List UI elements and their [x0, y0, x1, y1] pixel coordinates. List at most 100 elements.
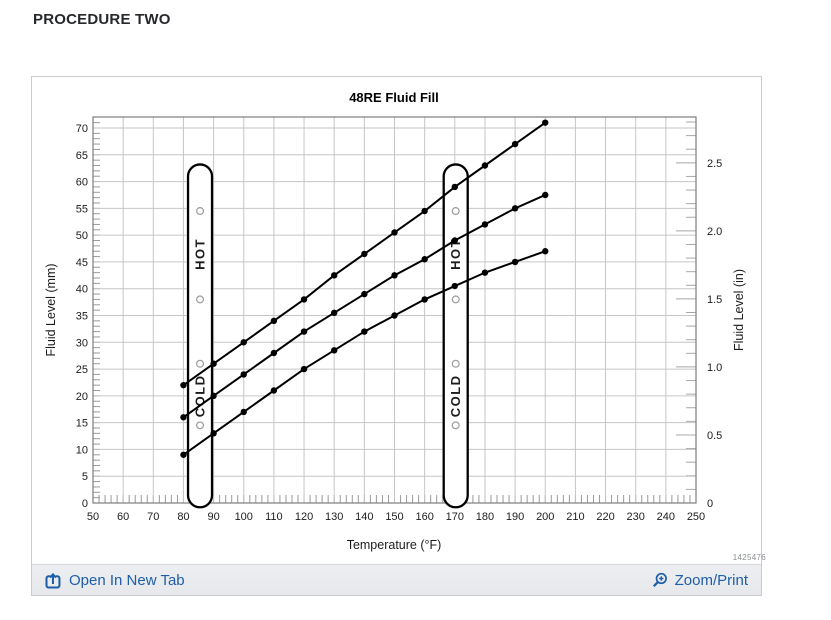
- data-point: [451, 282, 458, 290]
- zoom-in-icon: [652, 572, 667, 587]
- data-point: [391, 312, 398, 319]
- data-point: [481, 162, 489, 169]
- svg-text:60: 60: [76, 177, 88, 189]
- data-point: [511, 140, 519, 148]
- dipstick-hole: [196, 295, 205, 304]
- data-point: [481, 269, 489, 276]
- gridlines: [93, 117, 696, 503]
- dipstick-cold-label: COLD: [193, 374, 208, 417]
- dipstick-right: HOT COLD: [442, 163, 469, 509]
- svg-text:170: 170: [446, 511, 464, 523]
- data-point: [180, 414, 187, 421]
- dipstick-hot-label: HOT: [193, 238, 208, 270]
- svg-text:60: 60: [117, 511, 129, 523]
- svg-text:50: 50: [87, 511, 99, 523]
- figure-number: 1425476: [732, 553, 766, 562]
- data-point: [210, 360, 217, 367]
- svg-text:65: 65: [76, 150, 88, 162]
- svg-text:200: 200: [536, 511, 554, 523]
- data-point: [270, 317, 278, 325]
- plot-frame: [92, 116, 697, 504]
- upper-line: [180, 119, 549, 389]
- minor-ticks: [92, 121, 697, 504]
- data-point: [331, 347, 338, 354]
- data-point: [300, 328, 308, 335]
- svg-text:1.0: 1.0: [707, 362, 722, 374]
- svg-text:2.0: 2.0: [707, 226, 722, 238]
- data-point: [180, 451, 187, 458]
- svg-text:40: 40: [76, 284, 88, 296]
- open-in-new-tab-link[interactable]: Open In New Tab: [45, 572, 185, 589]
- lower-line: [180, 248, 549, 458]
- svg-text:2.5: 2.5: [707, 158, 722, 170]
- dipstick-hole: [451, 421, 460, 430]
- svg-text:140: 140: [355, 511, 373, 523]
- zoom-print-link[interactable]: Zoom/Print: [651, 572, 748, 589]
- svg-text:120: 120: [295, 511, 313, 523]
- svg-text:55: 55: [76, 203, 88, 215]
- svg-text:190: 190: [506, 511, 524, 523]
- open-in-new-tab-label: Open In New Tab: [69, 571, 185, 589]
- data-point: [240, 371, 247, 378]
- data-point: [331, 309, 338, 317]
- data-point: [300, 296, 308, 303]
- svg-text:220: 220: [596, 511, 614, 523]
- data-point: [210, 392, 217, 400]
- open-in-new-tab-icon: [45, 572, 61, 589]
- data-point: [361, 290, 368, 298]
- svg-text:0.5: 0.5: [707, 430, 722, 442]
- chart-toolbar: Open In New Tab Zoom/Print: [32, 564, 761, 595]
- svg-text:30: 30: [76, 337, 88, 349]
- svg-text:240: 240: [657, 511, 675, 523]
- data-point: [240, 339, 247, 346]
- svg-text:150: 150: [385, 511, 403, 523]
- svg-text:45: 45: [76, 257, 88, 269]
- svg-text:110: 110: [265, 511, 283, 523]
- data-point: [542, 119, 549, 126]
- data-point: [391, 229, 398, 236]
- data-point: [361, 250, 368, 258]
- data-point: [451, 237, 458, 244]
- svg-text:35: 35: [76, 311, 88, 323]
- svg-text:250: 250: [687, 511, 705, 523]
- svg-text:180: 180: [476, 511, 494, 523]
- chart-container: HOT COLD HOT COLD 50 60 70 80 90 100 110 120 130 140 1…: [31, 76, 766, 596]
- zoom-print-label: Zoom/Print: [674, 571, 748, 589]
- dipstick-hole: [451, 295, 460, 304]
- y-axis-label-right: Fluid Level (in): [732, 269, 746, 351]
- dipstick-hot-label: HOT: [448, 238, 463, 270]
- data-point: [300, 365, 308, 373]
- dipstick-hole: [451, 359, 460, 368]
- dipstick-hole: [196, 421, 205, 430]
- middle-line: [180, 191, 549, 421]
- data-point: [270, 349, 278, 357]
- data-point: [451, 183, 458, 191]
- data-point: [421, 207, 428, 215]
- svg-text:160: 160: [415, 511, 433, 523]
- svg-text:15: 15: [76, 418, 88, 430]
- svg-text:0: 0: [82, 498, 88, 510]
- svg-text:5: 5: [82, 471, 88, 483]
- data-point: [391, 272, 398, 279]
- dipstick-left: HOT COLD: [186, 163, 214, 509]
- data-point: [331, 272, 338, 279]
- data-point: [180, 381, 187, 389]
- dipstick-hole: [451, 207, 460, 216]
- data-point: [421, 296, 428, 303]
- data-point: [361, 328, 368, 335]
- svg-text:130: 130: [325, 511, 343, 523]
- svg-text:90: 90: [207, 511, 219, 523]
- svg-text:80: 80: [177, 511, 189, 523]
- dipstick-cold-label: COLD: [448, 374, 463, 417]
- data-point: [511, 205, 519, 212]
- data-point: [240, 408, 247, 416]
- chart-title: 48RE Fluid Fill: [349, 90, 439, 105]
- svg-text:1.5: 1.5: [707, 294, 722, 306]
- svg-text:230: 230: [627, 511, 645, 523]
- svg-text:70: 70: [147, 511, 159, 523]
- data-point: [421, 256, 428, 263]
- data-point: [210, 430, 217, 437]
- svg-text:70: 70: [76, 123, 88, 135]
- svg-text:50: 50: [76, 230, 88, 242]
